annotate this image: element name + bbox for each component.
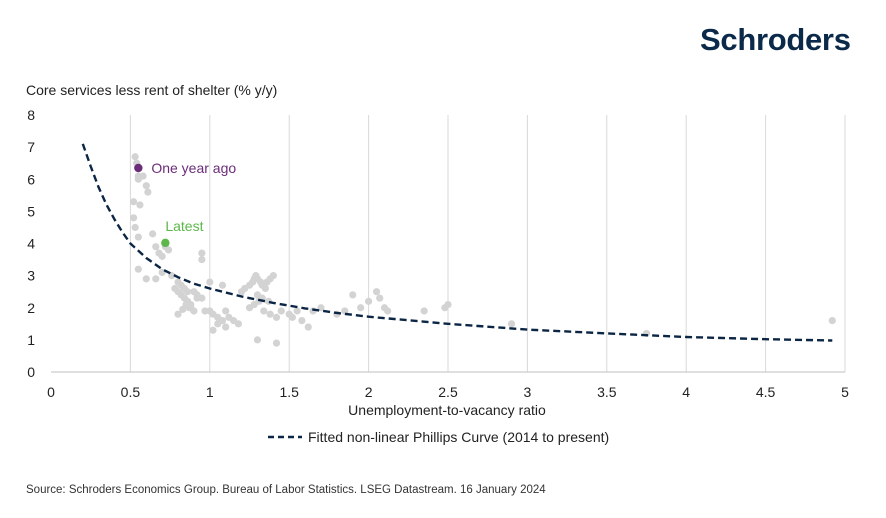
y-tick-label: 6 bbox=[27, 171, 35, 187]
scatter-point bbox=[129, 198, 138, 206]
scatter-point bbox=[234, 320, 242, 328]
scatter-point bbox=[341, 307, 349, 315]
scatter-point bbox=[134, 265, 142, 273]
scatter-point bbox=[131, 153, 139, 161]
y-tick-label: 0 bbox=[27, 364, 35, 380]
scatter-point bbox=[376, 294, 384, 302]
x-tick-label: 4 bbox=[682, 384, 690, 400]
scatter-point bbox=[349, 291, 357, 299]
scatter-point bbox=[420, 307, 428, 315]
data-points bbox=[129, 153, 836, 347]
y-tick-label: 1 bbox=[27, 332, 35, 348]
x-tick-label: 2 bbox=[365, 384, 373, 400]
x-tick-label: 3 bbox=[524, 384, 532, 400]
legend-label: Fitted non-linear Phillips Curve (2014 t… bbox=[308, 429, 609, 445]
scatter-point bbox=[142, 275, 150, 283]
scatter-point bbox=[277, 307, 285, 315]
x-tick-label: 5 bbox=[841, 384, 849, 400]
scatter-point bbox=[144, 188, 152, 196]
scatter-point bbox=[288, 313, 296, 321]
grid bbox=[129, 115, 846, 372]
legend: Fitted non-linear Phillips Curve (2014 t… bbox=[268, 429, 609, 445]
y-tick-labels: 0 1 2 3 4 5 6 7 8 bbox=[27, 107, 35, 380]
scatter-point bbox=[298, 317, 306, 325]
x-tick-label: 1 bbox=[206, 384, 214, 400]
y-tick-label: 8 bbox=[27, 107, 35, 123]
scatter-point bbox=[828, 317, 836, 325]
scatter-point bbox=[136, 201, 144, 209]
scatter-point bbox=[444, 300, 452, 309]
x-axis-title: Unemployment-to-vacancy ratio bbox=[348, 402, 546, 418]
scatter-point bbox=[185, 304, 193, 312]
scatter-point bbox=[149, 230, 157, 238]
scatter-point bbox=[218, 281, 227, 289]
x-tick-label: 0 bbox=[47, 384, 55, 400]
scatter-point bbox=[293, 307, 301, 315]
scatter-point bbox=[261, 284, 269, 293]
scatter-point bbox=[253, 336, 262, 344]
scatter-point bbox=[198, 255, 206, 264]
scatter-point bbox=[372, 288, 381, 296]
scatter-point bbox=[139, 172, 147, 180]
x-tick-label: 1.5 bbox=[279, 384, 299, 400]
one-year-ago-label: One year ago bbox=[151, 160, 236, 176]
scatter-point bbox=[198, 249, 206, 257]
x-tick-label: 3.5 bbox=[597, 384, 617, 400]
schroders-logo: Schroders bbox=[700, 22, 851, 57]
latest-point bbox=[161, 238, 170, 248]
scatter-point bbox=[222, 323, 230, 331]
y-tick-label: 7 bbox=[27, 139, 35, 155]
scatter-point bbox=[193, 294, 201, 302]
scatter-point bbox=[190, 288, 198, 296]
source-note: Source: Schroders Economics Group. Burea… bbox=[26, 484, 546, 496]
one-year-ago-point bbox=[134, 163, 143, 173]
scatter-point bbox=[365, 297, 373, 305]
scatter-point bbox=[134, 233, 142, 241]
scatter-point bbox=[357, 304, 365, 312]
scatter-point bbox=[222, 307, 230, 315]
highlight-points: One year ago Latest bbox=[134, 160, 236, 248]
scatter-point bbox=[152, 243, 160, 251]
scatter-point bbox=[174, 310, 182, 318]
scatter-point bbox=[142, 182, 150, 190]
scatter-point bbox=[206, 278, 214, 286]
scatter-point bbox=[272, 339, 281, 347]
phillips-curve-chart: Core services less rent of shelter (% y/… bbox=[26, 82, 849, 445]
y-tick-label: 5 bbox=[27, 203, 35, 219]
y-tick-label: 4 bbox=[27, 236, 35, 252]
y-tick-label: 2 bbox=[27, 300, 35, 316]
scatter-point bbox=[209, 326, 217, 334]
scatter-point bbox=[266, 310, 274, 318]
scatter-point bbox=[214, 320, 222, 328]
y-tick-label: 3 bbox=[27, 268, 35, 284]
scatter-point bbox=[269, 272, 277, 280]
x-tick-label: 4.5 bbox=[756, 384, 776, 400]
latest-label: Latest bbox=[165, 218, 203, 234]
x-tick-label: 2.5 bbox=[438, 384, 458, 400]
x-tick-label: 0.5 bbox=[121, 384, 141, 400]
scatter-point bbox=[272, 313, 281, 321]
scatter-point bbox=[131, 223, 139, 232]
y-axis-title: Core services less rent of shelter (% y/… bbox=[26, 82, 277, 98]
scatter-point bbox=[304, 323, 312, 331]
fitted-curve bbox=[81, 143, 833, 342]
x-tick-labels: 0 0.5 1 1.5 2 2.5 3 3.5 4 4.5 5 bbox=[47, 384, 849, 400]
scatter-point bbox=[384, 307, 392, 315]
scatter-point bbox=[507, 320, 516, 328]
scatter-point bbox=[183, 288, 192, 296]
scatter-point bbox=[164, 246, 173, 254]
scatter-point bbox=[152, 275, 160, 283]
scatter-point bbox=[129, 214, 138, 222]
scatter-point bbox=[260, 307, 268, 315]
scatter-point bbox=[158, 252, 166, 260]
